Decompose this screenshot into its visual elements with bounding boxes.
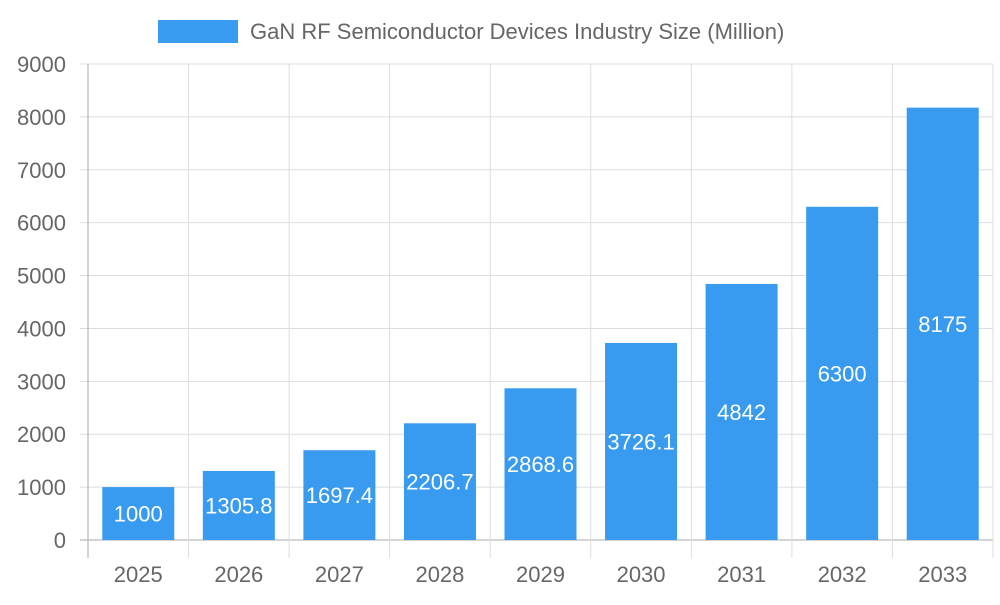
x-tick-label: 2032: [818, 562, 867, 587]
data-label: 4842: [717, 400, 766, 425]
y-tick-label: 1000: [17, 475, 66, 500]
grid: [80, 63, 994, 558]
y-tick-label: 3000: [17, 369, 66, 394]
x-tick-label: 2027: [315, 562, 364, 587]
y-axis-labels: 0 1000 2000 3000 4000 5000 6000 7000 8000 9000: [17, 52, 66, 553]
y-tick-label: 4000: [17, 316, 66, 341]
data-label: 3726.1: [607, 429, 674, 454]
data-label: 1000: [114, 502, 163, 527]
y-tick-label: 0: [54, 528, 66, 553]
legend-label: GaN RF Semiconductor Devices Industry Si…: [250, 19, 784, 44]
y-tick-label: 9000: [17, 52, 66, 77]
y-tick-label: 5000: [17, 264, 66, 289]
x-tick-label: 2025: [114, 562, 163, 587]
data-label: 8175: [918, 312, 967, 337]
x-tick-label: 2030: [617, 562, 666, 587]
x-tick-label: 2028: [415, 562, 464, 587]
bar: [806, 206, 879, 541]
x-axis-labels: 2025 2026 2027 2028 2029 2030 2031 2032 2033: [114, 562, 967, 587]
y-tick-label: 6000: [17, 211, 66, 236]
bar: [906, 107, 979, 540]
x-tick-label: 2026: [214, 562, 263, 587]
bar: [202, 470, 275, 540]
legend-swatch: [158, 20, 238, 43]
data-label: 6300: [818, 361, 867, 386]
legend[interactable]: GaN RF Semiconductor Devices Industry Si…: [158, 19, 784, 44]
bar: [705, 283, 778, 540]
bar: [102, 487, 175, 540]
data-label: 2206.7: [406, 470, 473, 495]
bars: 1000 1305.8 1697.4 2206.7 2868.6 3726.1 4842 63…: [102, 107, 979, 541]
x-tick-label: 2029: [516, 562, 565, 587]
bar: [303, 450, 376, 540]
y-tick-label: 8000: [17, 105, 66, 130]
bar: [504, 388, 577, 540]
bar: [605, 342, 678, 540]
data-label: 2868.6: [507, 452, 574, 477]
x-tick-label: 2031: [717, 562, 766, 587]
x-tick-label: 2033: [918, 562, 967, 587]
data-label: 1305.8: [205, 493, 272, 518]
data-label: 1697.4: [306, 483, 373, 508]
y-tick-label: 7000: [17, 158, 66, 183]
bar: [403, 423, 476, 540]
y-tick-label: 2000: [17, 422, 66, 447]
